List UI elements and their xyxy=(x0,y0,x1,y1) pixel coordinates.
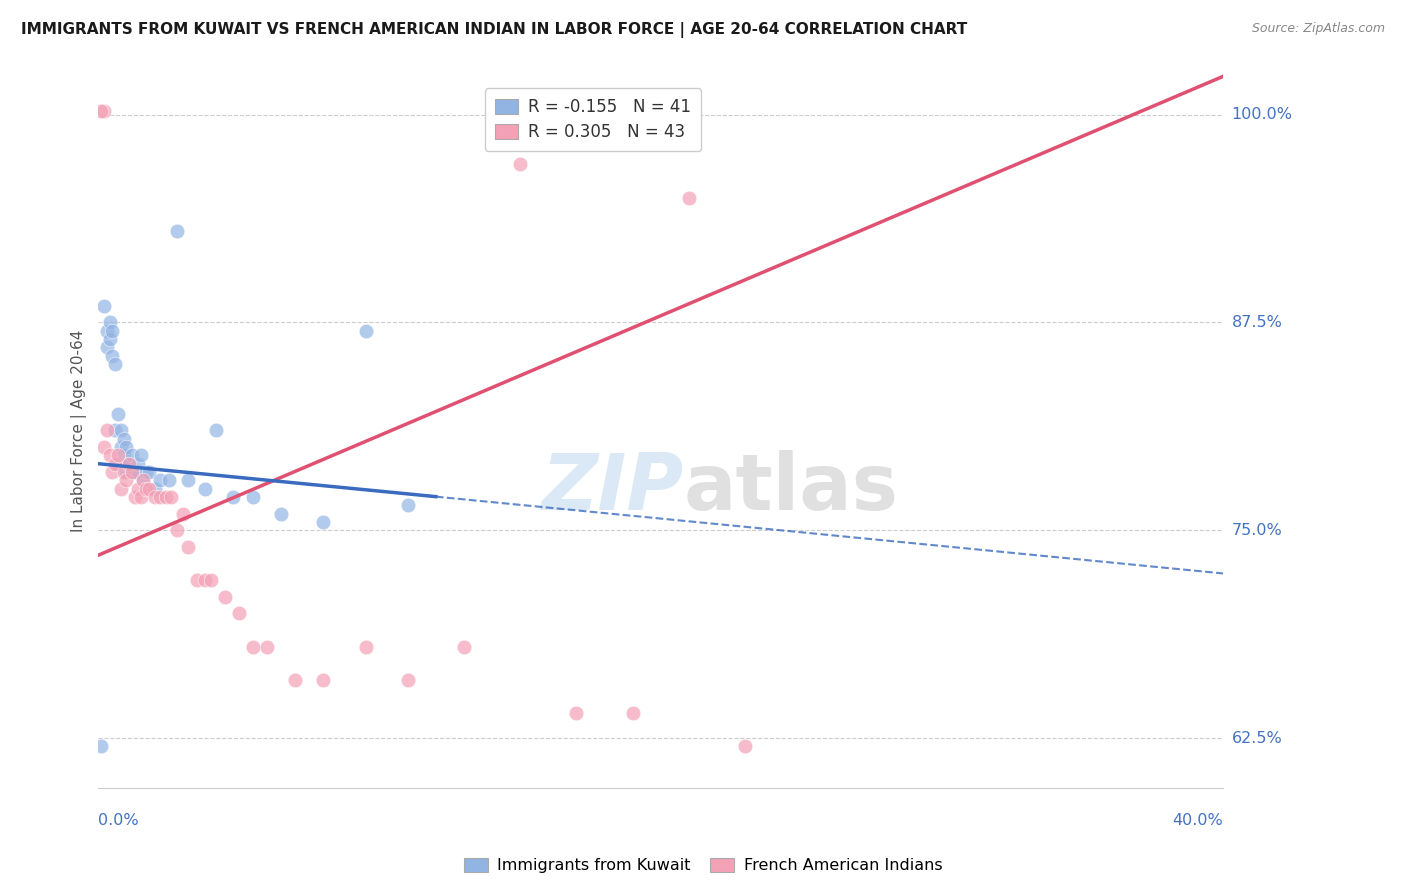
Point xyxy=(157,473,180,487)
Point xyxy=(93,299,115,313)
Text: Source: ZipAtlas.com: Source: ZipAtlas.com xyxy=(1251,22,1385,36)
Point xyxy=(186,573,208,587)
Point xyxy=(93,440,115,454)
Point xyxy=(678,191,700,205)
Point xyxy=(112,449,135,463)
Point xyxy=(115,440,138,454)
Point xyxy=(118,457,141,471)
Text: 87.5%: 87.5% xyxy=(1232,315,1282,330)
Point xyxy=(354,324,377,338)
Point xyxy=(160,490,183,504)
Point xyxy=(214,590,236,604)
Point xyxy=(127,482,149,496)
Legend: R = -0.155   N = 41, R = 0.305   N = 43: R = -0.155 N = 41, R = 0.305 N = 43 xyxy=(485,88,702,151)
Point xyxy=(166,523,188,537)
Point xyxy=(90,104,112,119)
Point xyxy=(101,465,124,479)
Point xyxy=(172,507,194,521)
Point xyxy=(101,324,124,338)
Point xyxy=(104,457,127,471)
Point xyxy=(166,224,188,238)
Point xyxy=(124,465,146,479)
Point xyxy=(270,507,292,521)
Point xyxy=(135,465,157,479)
Point xyxy=(228,607,250,621)
Point xyxy=(110,482,132,496)
Point xyxy=(177,540,200,554)
Point xyxy=(104,357,127,371)
Point xyxy=(194,573,217,587)
Point xyxy=(149,490,172,504)
Point xyxy=(115,473,138,487)
Point xyxy=(621,706,644,720)
Point xyxy=(104,424,127,438)
Point xyxy=(354,640,377,654)
Point xyxy=(312,515,335,529)
Point xyxy=(107,457,129,471)
Text: atlas: atlas xyxy=(683,450,898,525)
Text: IMMIGRANTS FROM KUWAIT VS FRENCH AMERICAN INDIAN IN LABOR FORCE | AGE 20-64 CORR: IMMIGRANTS FROM KUWAIT VS FRENCH AMERICA… xyxy=(21,22,967,38)
Point xyxy=(143,490,166,504)
Point xyxy=(96,424,118,438)
Point xyxy=(194,482,217,496)
Point xyxy=(115,465,138,479)
Point xyxy=(90,739,112,754)
Point xyxy=(242,640,264,654)
Text: 75.0%: 75.0% xyxy=(1232,523,1282,538)
Point xyxy=(284,673,307,687)
Text: 0.0%: 0.0% xyxy=(98,813,139,828)
Point xyxy=(734,739,756,754)
Point xyxy=(177,473,200,487)
Point xyxy=(110,424,132,438)
Point xyxy=(127,457,149,471)
Point xyxy=(124,490,146,504)
Point xyxy=(138,482,160,496)
Point xyxy=(222,490,245,504)
Point xyxy=(143,482,166,496)
Point xyxy=(121,449,143,463)
Text: 100.0%: 100.0% xyxy=(1232,107,1292,122)
Point xyxy=(396,673,419,687)
Text: 62.5%: 62.5% xyxy=(1232,731,1282,746)
Point xyxy=(112,432,135,446)
Text: 40.0%: 40.0% xyxy=(1173,813,1223,828)
Point xyxy=(129,490,152,504)
Legend: Immigrants from Kuwait, French American Indians: Immigrants from Kuwait, French American … xyxy=(457,851,949,880)
Point xyxy=(101,349,124,363)
Y-axis label: In Labor Force | Age 20-64: In Labor Force | Age 20-64 xyxy=(72,329,87,532)
Point xyxy=(98,315,121,329)
Point xyxy=(107,449,129,463)
Point xyxy=(138,465,160,479)
Point xyxy=(98,449,121,463)
Point xyxy=(135,482,157,496)
Text: ZIP: ZIP xyxy=(541,450,683,525)
Point xyxy=(107,407,129,421)
Point xyxy=(205,424,228,438)
Point xyxy=(149,473,172,487)
Point xyxy=(96,340,118,354)
Point xyxy=(509,157,531,171)
Point xyxy=(112,465,135,479)
Point xyxy=(453,640,475,654)
Point xyxy=(121,465,143,479)
Point xyxy=(396,498,419,512)
Point xyxy=(93,104,115,119)
Point xyxy=(132,473,155,487)
Point xyxy=(256,640,278,654)
Point xyxy=(312,673,335,687)
Point xyxy=(132,473,155,487)
Point xyxy=(115,457,138,471)
Point xyxy=(110,440,132,454)
Point xyxy=(200,573,222,587)
Point xyxy=(242,490,264,504)
Point xyxy=(96,324,118,338)
Point xyxy=(129,449,152,463)
Point xyxy=(565,706,588,720)
Point xyxy=(118,457,141,471)
Point xyxy=(98,332,121,346)
Point xyxy=(155,490,177,504)
Point xyxy=(121,465,143,479)
